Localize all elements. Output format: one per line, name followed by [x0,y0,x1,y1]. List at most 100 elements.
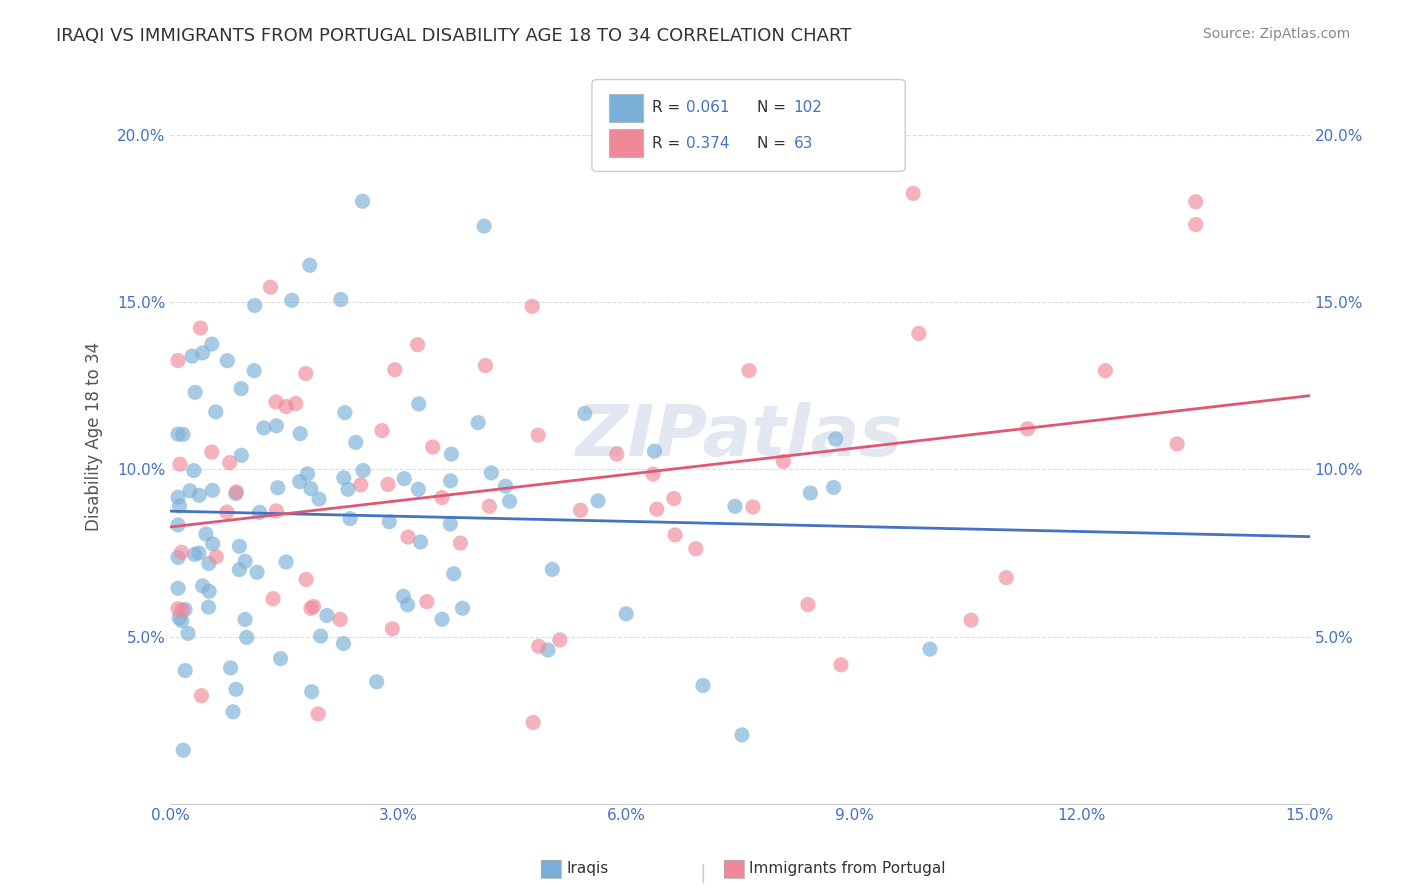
Point [267,481,290,495]
Point [174,664,197,678]
Point [1184,194,1206,209]
Point [824,432,846,446]
Point [201,445,224,459]
Point [662,491,685,506]
Point [396,530,419,544]
Point [498,494,520,508]
Point [270,651,292,665]
Point [225,682,247,697]
Text: 0.061: 0.061 [686,100,730,115]
Point [298,258,321,272]
Point [574,407,596,421]
Point [198,557,221,571]
Point [541,562,564,576]
Text: Immigrants from Portugal: Immigrants from Portugal [749,862,946,876]
Point [167,427,190,442]
Point [170,603,193,617]
Point [170,545,193,559]
Point [181,349,204,363]
Point [352,464,374,478]
Point [262,591,284,606]
Point [614,607,637,621]
Point [332,636,354,650]
Bar [609,128,643,157]
Point [231,448,253,462]
Point [645,502,668,516]
Point [169,499,191,513]
Point [685,541,707,556]
Point [995,571,1018,585]
Point [451,601,474,615]
Point [797,598,820,612]
Point [467,416,489,430]
Point [527,640,550,654]
Point [281,293,304,308]
Point [201,337,224,351]
Point [724,500,747,514]
Point [183,548,205,562]
Point [204,405,226,419]
Point [249,505,271,519]
Point [586,494,609,508]
Point [253,421,276,435]
Point [215,505,238,519]
Point [823,480,845,494]
Point [179,483,201,498]
Text: 102: 102 [793,100,823,115]
FancyBboxPatch shape [592,79,905,171]
Point [266,418,288,433]
Point [332,471,354,485]
Point [307,706,329,721]
Point [190,321,212,335]
Point [548,632,571,647]
Point [225,486,247,500]
Text: Iraqis: Iraqis [567,862,609,876]
Point [474,359,496,373]
Point [194,527,217,541]
Point [167,601,190,615]
Point [907,326,929,341]
Point [692,679,714,693]
Point [430,491,453,505]
Point [641,467,664,482]
Point [197,600,219,615]
Point [366,674,388,689]
Point [231,382,253,396]
Point [381,622,404,636]
Text: N =: N = [756,136,786,151]
Point [329,293,352,307]
Point [352,194,374,209]
Point [299,482,322,496]
Point [235,631,257,645]
Point [479,466,502,480]
Point [170,614,193,628]
Point [422,440,444,454]
Point [344,435,367,450]
Point [184,385,207,400]
Point [222,705,245,719]
Point [172,743,194,757]
Point [294,367,316,381]
Text: R =: R = [652,100,681,115]
Point [337,483,360,497]
Point [228,540,250,554]
Point [284,396,307,410]
Text: |: | [700,863,706,883]
Point [392,590,415,604]
Point [266,504,288,518]
Point [439,474,461,488]
Point [259,280,281,294]
Text: R =: R = [652,136,681,151]
Point [243,364,266,378]
Point [772,454,794,468]
Point [329,612,352,626]
Text: ZIPatlas: ZIPatlas [576,401,904,471]
Point [396,598,419,612]
Point [430,612,453,626]
Point [167,582,190,596]
Point [406,337,429,351]
Point [799,486,821,500]
Point [384,363,406,377]
Point [198,584,221,599]
Point [218,456,240,470]
